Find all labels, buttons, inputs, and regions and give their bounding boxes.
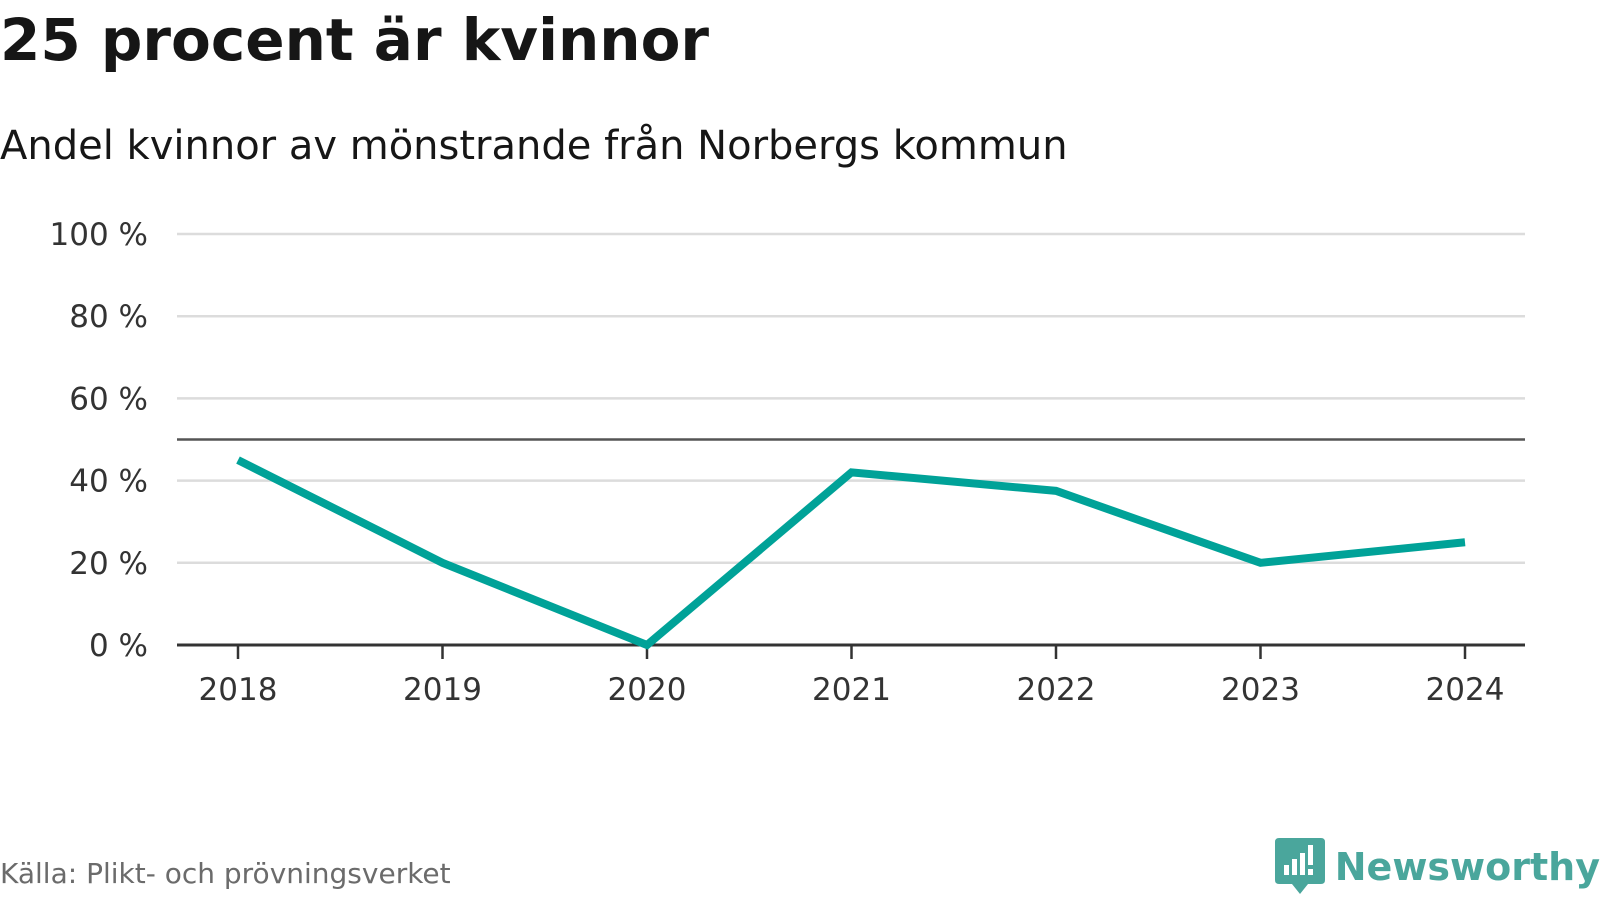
series-line xyxy=(236,456,1466,650)
x-tick-label: 2021 xyxy=(812,672,891,708)
x-axis-tick-labels: 2018 2019 2020 2021 2022 2023 2024 xyxy=(199,672,1505,708)
y-axis-tick-labels: 0 % 20 % 40 % 60 % 80 % 100 % xyxy=(50,217,148,664)
x-tick-label: 2018 xyxy=(199,672,278,708)
y-tick-label: 40 % xyxy=(69,464,148,500)
source-credit: Källa: Plikt- och prövningsverket xyxy=(0,857,451,890)
x-tick-label: 2022 xyxy=(1017,672,1096,708)
x-axis xyxy=(177,643,1525,659)
x-tick-label: 2019 xyxy=(403,672,482,708)
y-tick-label: 0 % xyxy=(89,628,148,664)
y-tick-label: 100 % xyxy=(50,217,148,253)
newsworthy-logo-icon xyxy=(1274,838,1325,894)
brand-name: Newsworthy xyxy=(1334,845,1600,889)
x-tick-label: 2020 xyxy=(608,672,687,708)
y-tick-label: 60 % xyxy=(69,381,148,417)
chart-subtitle: Andel kvinnor av mönstrande från Norberg… xyxy=(0,123,1068,169)
gridlines xyxy=(177,232,1525,565)
brand-logo: Newsworthy xyxy=(1274,838,1600,896)
x-tick-label: 2024 xyxy=(1426,672,1505,708)
chart-title: 25 procent är kvinnor xyxy=(0,6,710,74)
y-tick-label: 20 % xyxy=(69,546,148,582)
series-group xyxy=(236,456,1466,650)
y-tick-label: 80 % xyxy=(69,299,148,335)
x-tick-label: 2023 xyxy=(1221,672,1300,708)
